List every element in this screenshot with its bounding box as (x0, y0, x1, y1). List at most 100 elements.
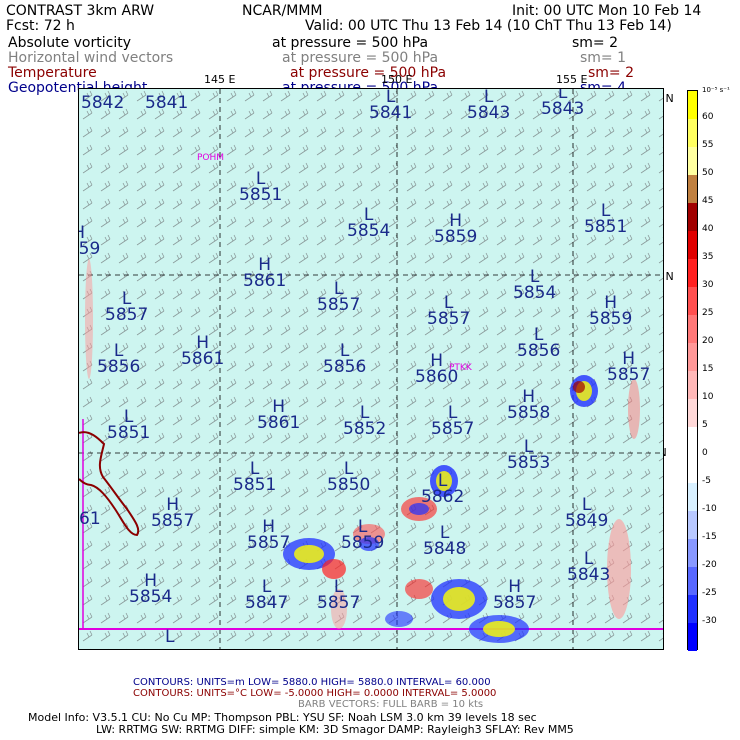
pressure-center: H 5857 (151, 495, 195, 531)
latlon-grid (79, 89, 663, 649)
field-smooth-vorticity: sm= 2 (572, 35, 619, 51)
field-level-wind: at pressure = 500 hPa (282, 50, 439, 66)
colorbar-segment (688, 455, 697, 483)
colorbar-label: -30 (702, 616, 717, 626)
colorbar-label: 5 (702, 420, 708, 430)
field-name-vorticity: Absolute vorticity (8, 35, 131, 51)
pressure-center: H 5857 (607, 349, 651, 385)
pressure-center: L 5854 (347, 205, 391, 241)
field-name-wind: Horizontal wind vectors (8, 50, 174, 66)
pressure-center: L 5849 (565, 495, 609, 531)
pressure-center: L 5847 (245, 577, 289, 613)
colorbar-segment (688, 483, 697, 511)
pressure-center: L 5856 (323, 341, 367, 377)
colorbar-segment (688, 511, 697, 539)
lon-label-150: 150 E (381, 73, 413, 86)
pressure-center: H 5858 (507, 387, 551, 423)
station-label-pohm: POHM (197, 153, 225, 163)
pressure-center: L 5853 (507, 437, 551, 473)
pressure-center: L (165, 627, 175, 647)
colorbar (687, 90, 698, 651)
field-smooth-temperature: sm= 2 (588, 65, 635, 81)
colorbar-label: 40 (702, 224, 714, 234)
pressure-center: L 5857 (105, 289, 149, 325)
footer-model-physics: LW: RRTMG SW: RRTMG DIFF: simple KM: 3D … (96, 723, 574, 736)
forecast-hour: Fcst: 72 h (6, 18, 75, 34)
colorbar-segment (688, 399, 697, 427)
colorbar-label: -10 (702, 504, 717, 514)
pressure-center: L 5843 (541, 88, 585, 119)
colorbar-segment (688, 427, 697, 455)
pressure-center: H 5861 (181, 333, 225, 369)
pressure-center: H 5860 (415, 351, 459, 387)
pressure-center: L 5841 (369, 88, 413, 123)
init-time: Init: 00 UTC Mon 10 Feb 14 (512, 3, 702, 19)
colorbar-label: -20 (702, 560, 717, 570)
colorbar-unit: 10⁻⁵ s⁻¹ (702, 86, 730, 94)
colorbar-segment (688, 539, 697, 567)
colorbar-label: 45 (702, 196, 714, 206)
pressure-center: L 5854 (513, 267, 557, 303)
colorbar-segment (688, 567, 697, 595)
map-panel: 5842 5841 L 5841 L 5843 L 5843 L 5851 L 5854 … (78, 88, 664, 650)
field-level-vorticity: at pressure = 500 hPa (272, 35, 429, 51)
colorbar-label: -5 (702, 476, 711, 486)
pressure-center: L 5851 (107, 407, 151, 443)
colorbar-label: -15 (702, 532, 717, 542)
colorbar-label: 30 (702, 280, 714, 290)
colorbar-label: 50 (702, 168, 714, 178)
colorbar-segment (688, 119, 697, 147)
colorbar-segment (688, 203, 697, 231)
footer-model-info: Model Info: V3.5.1 CU: No Cu MP: Thompso… (28, 711, 537, 724)
colorbar-segment (688, 287, 697, 315)
pressure-centers: 5842 5841 L 5841 L 5843 L 5843 L 5851 L 5854 … (78, 88, 663, 649)
pressure-center: L 5857 (317, 279, 361, 315)
pressure-center: H 5861 (243, 255, 287, 291)
pressure-center: L 5857 (431, 403, 475, 439)
colorbar-label: 20 (702, 336, 714, 346)
field-level-temperature: at pressure = 500 hPa (290, 65, 447, 81)
field-name-temperature: Temperature (8, 65, 97, 81)
pressure-center: 5842 (81, 93, 125, 113)
colorbar-label: 0 (702, 448, 708, 458)
center-title: NCAR/MMM (242, 3, 323, 19)
colorbar-segment (688, 315, 697, 343)
lon-label-155: 155 E (556, 73, 588, 86)
lon-label-145: 145 E (204, 73, 236, 86)
pressure-center: L 5848 (423, 523, 467, 559)
wind-barbs-field (79, 89, 663, 649)
footer-contours-height: CONTOURS: UNITS=m LOW= 5880.0 HIGH= 5880… (133, 677, 491, 688)
pressure-center: L 5843 (567, 549, 611, 585)
colorbar-segment (688, 371, 697, 399)
vorticity-blobs (85, 259, 640, 643)
footer-barbs: BARB VECTORS: FULL BARB = 10 kts (298, 699, 484, 710)
pressure-center: L 5856 (517, 325, 561, 361)
pressure-center: L 5857 (317, 577, 361, 613)
colorbar-label: 15 (702, 364, 714, 374)
pressure-center: L 5859 (341, 517, 385, 553)
pressure-center: L 5850 (327, 459, 371, 495)
pressure-center: H 5857 (493, 577, 537, 613)
colorbar-segment (688, 595, 697, 623)
pressure-center: L 5843 (467, 88, 511, 123)
colorbar-label: -25 (702, 588, 717, 598)
colorbar-label: 35 (702, 252, 714, 262)
pressure-center: L 5862 (421, 471, 465, 507)
pressure-center: L 5851 (233, 459, 277, 495)
pressure-center: 61 (79, 509, 101, 529)
pressure-center: L 5856 (97, 341, 141, 377)
field-smooth-wind: sm= 1 (580, 50, 627, 66)
pressure-center: L 5852 (343, 403, 387, 439)
colorbar-label: 60 (702, 112, 714, 122)
pressure-center: L 5857 (427, 293, 471, 329)
colorbar-segment (688, 147, 697, 175)
pressure-center: L 5851 (584, 201, 628, 237)
pressure-center: L 5851 (239, 169, 283, 205)
colorbar-segment (688, 231, 697, 259)
colorbar-label: 10 (702, 392, 714, 402)
temperature-contour (79, 431, 140, 537)
pressure-center: H 5861 (257, 397, 301, 433)
